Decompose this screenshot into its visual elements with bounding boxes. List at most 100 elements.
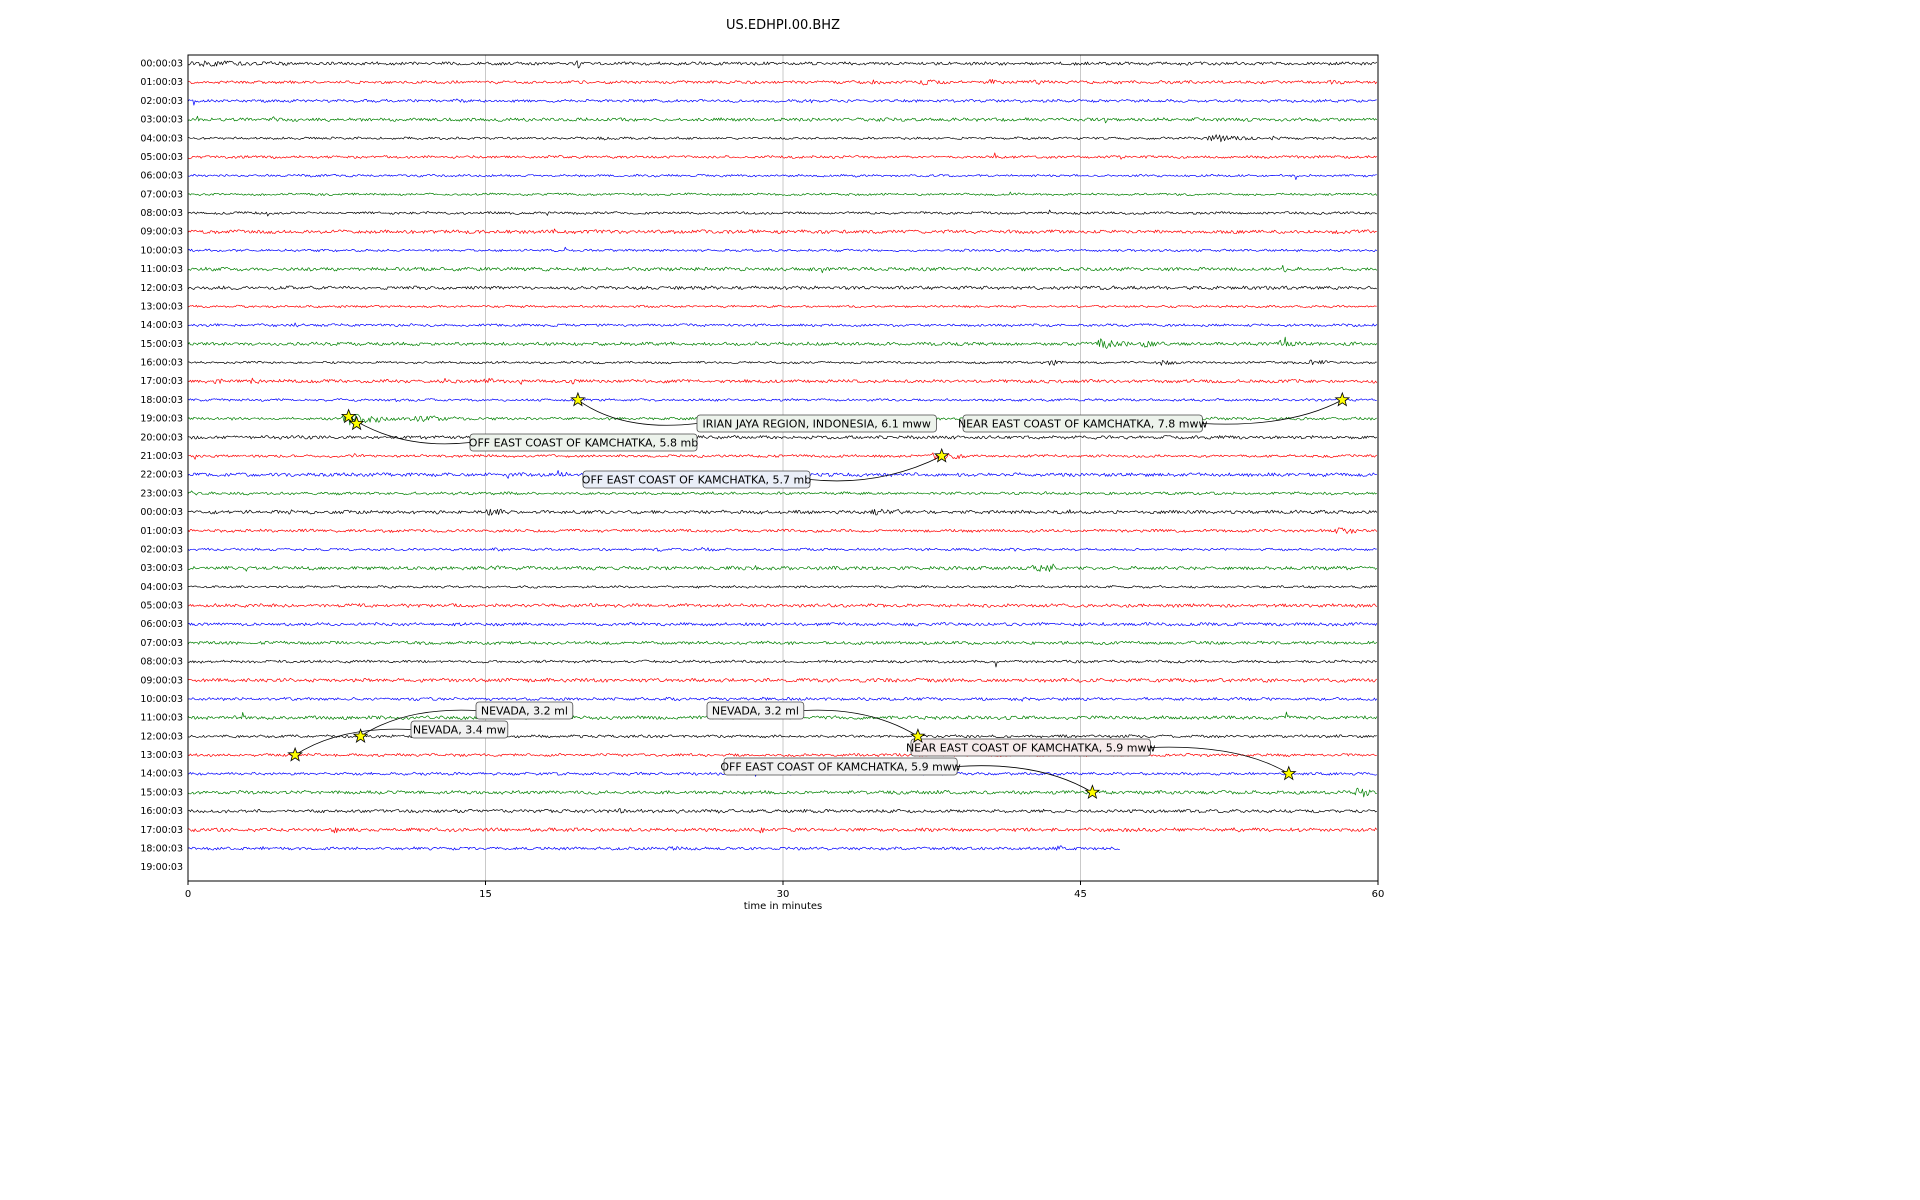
annotation-label: OFF EAST COAST OF KAMCHATKA, 5.8 mb [469,437,698,450]
annotation-box [706,701,805,720]
axes: 0 15 30 45 60 00:00:03 01:00:03 02:00:03 03:00:0… [140,54,1384,900]
event-star-icon [352,728,369,743]
trace-row-26 [188,547,1377,552]
event-star-icon [1334,391,1351,407]
row-time-label: 18:00:03 [140,395,183,406]
row-time-label: 12:00:03 [140,731,183,742]
trace-row-3 [188,115,1378,124]
annotation-connector [294,728,412,756]
trace-row-20 [188,435,1378,440]
row-time-label: 13:00:03 [140,301,183,312]
row-time-label: 17:00:03 [140,825,183,836]
row-time-label: 16:00:03 [140,358,183,369]
event-star-icon [910,728,926,743]
row-time-label: 07:00:03 [140,638,183,649]
trace-row-0 [188,60,1378,69]
annotation-box [910,738,1151,757]
trace-row-32 [188,659,1377,668]
row-time-label: 05:00:03 [140,601,183,612]
row-time-label: 01:00:03 [140,77,183,88]
trace-row-34 [188,696,1378,702]
trace-row-39 [188,787,1377,798]
trace-row-11 [188,264,1378,274]
trace-row-8 [188,209,1377,217]
event-star-icon [287,746,303,762]
annotation-connector [957,765,1093,793]
annotation-box [696,414,937,433]
x-tick-label: 0 [185,889,191,900]
trace-row-25 [188,527,1378,534]
trace-row-36 [188,734,1377,739]
annotation-connector [803,709,919,737]
annotation-connector [348,416,471,445]
annotation-box [410,720,509,739]
trace-row-28 [188,585,1378,589]
grid-lines [485,55,1081,881]
row-time-label: 15:00:03 [140,787,183,798]
trace-row-14 [188,322,1378,328]
row-time-label: 14:00:03 [140,769,183,780]
annotation-box [475,701,574,720]
trace-row-6 [188,173,1377,181]
trace-row-10 [188,246,1378,253]
row-time-label: 20:00:03 [140,432,183,443]
row-time-label: 03:00:03 [140,115,183,126]
trace-row-24 [188,508,1378,516]
row-time-label: 13:00:03 [140,750,183,761]
trace-row-33 [188,677,1378,683]
row-time-label: 06:00:03 [140,619,183,630]
trace-row-23 [188,490,1378,496]
row-time-label: 15:00:03 [140,339,183,350]
row-time-label: 06:00:03 [140,171,183,182]
row-time-label: 10:00:03 [140,245,183,256]
trace-row-17 [188,377,1378,385]
trace-row-27 [188,563,1378,572]
row-time-label: 08:00:03 [140,657,183,668]
annotation-connector [577,399,698,426]
row-time-label: 04:00:03 [140,133,183,144]
row-time-label: 01:00:03 [140,526,183,537]
row-time-label: 11:00:03 [140,264,183,275]
trace-row-16 [188,359,1377,366]
event-star-icon [340,408,357,424]
trace-row-41 [188,827,1378,834]
trace-row-5 [188,152,1378,160]
row-time-label: 00:00:03 [140,507,183,518]
row-time-label: 03:00:03 [140,563,183,574]
trace-row-30 [188,622,1378,627]
row-time-label: 12:00:03 [140,283,183,294]
annotation-label: NEAR EAST COAST OF KAMCHATKA, 5.9 mww [906,742,1155,755]
annotation-label: OFF EAST COAST OF KAMCHATKA, 5.7 mb [582,474,811,487]
trace-lines [188,60,1378,851]
row-time-label: 02:00:03 [140,544,183,555]
event-stars [287,391,1351,800]
trace-row-9 [188,228,1377,235]
x-tick-label: 45 [1074,889,1087,900]
event-star-icon [1280,765,1297,781]
row-time-label: 11:00:03 [140,713,183,724]
annotation-connector [1202,399,1343,425]
event-star-icon [1084,784,1101,800]
annotation-label: NEVADA, 3.2 ml [712,705,799,718]
row-time-label: 23:00:03 [140,488,183,499]
row-time-label: 09:00:03 [140,227,183,238]
row-time-label: 10:00:03 [140,694,183,705]
event-star-icon [570,391,586,407]
annotation-label: NEVADA, 3.2 ml [481,705,568,718]
annotation-label: NEVADA, 3.4 mw [413,724,506,737]
trace-row-31 [188,640,1378,646]
annotation-box [723,757,958,776]
row-time-label: 16:00:03 [140,806,183,817]
annotation-box [582,470,811,489]
row-time-label: 05:00:03 [140,152,183,163]
row-time-label: 07:00:03 [140,189,183,200]
annotation-label: IRIAN JAYA REGION, INDONESIA, 6.1 mww [702,418,930,431]
trace-row-1 [188,79,1378,86]
trace-row-2 [188,98,1377,106]
row-time-label: 21:00:03 [140,451,183,462]
trace-row-12 [188,285,1378,291]
trace-row-37 [188,753,1377,758]
trace-row-40 [188,808,1377,814]
